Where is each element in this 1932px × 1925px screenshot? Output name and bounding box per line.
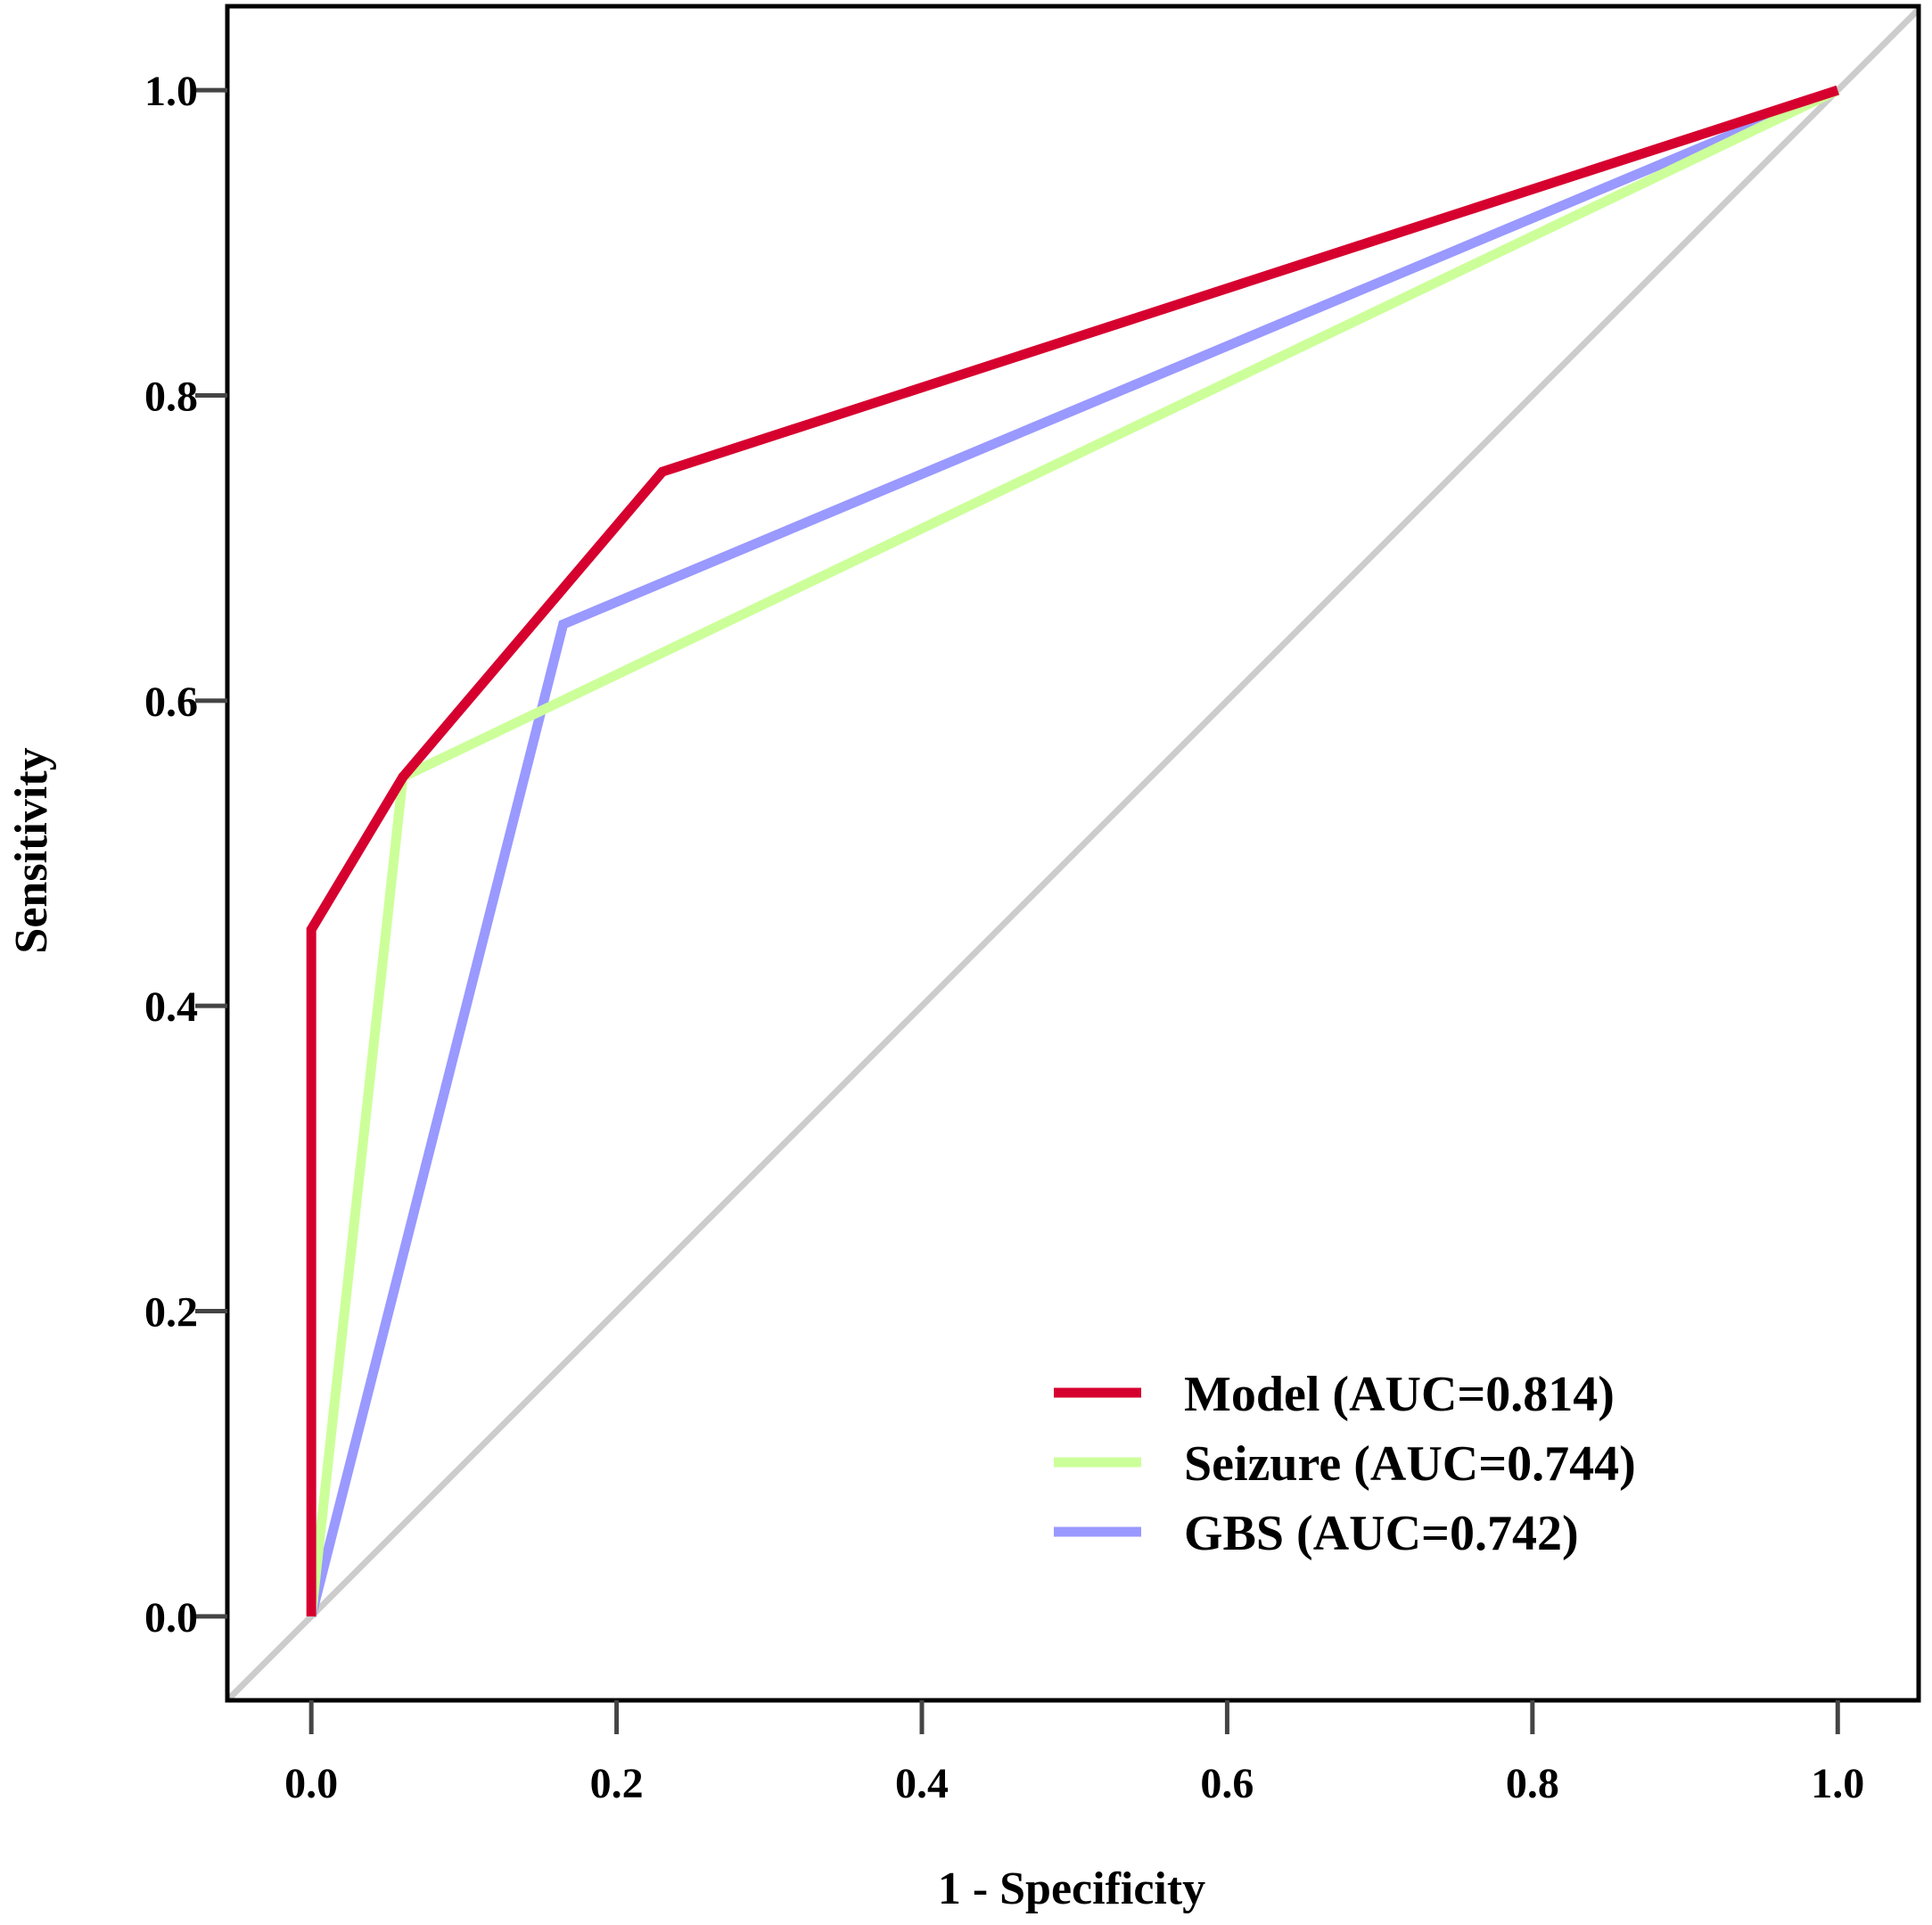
series-line-0 — [306, 85, 1839, 1617]
x-tick-label: 0.4 — [895, 1760, 949, 1807]
plot-frame — [225, 4, 1921, 1703]
x-axis: 0.0 0.2 0.4 0.6 0.8 1.0 — [284, 1700, 1864, 1807]
legend-label-1: Seizure (AUC=0.744) — [1184, 1436, 1636, 1492]
legend-label-0: Model (AUC=0.814) — [1184, 1367, 1615, 1422]
reference-diagonal — [227, 6, 1919, 1700]
series-line-2 — [306, 86, 1840, 1618]
y-axis: 0.0 0.2 0.4 0.6 0.8 1.0 — [144, 68, 227, 1641]
x-tick-label: 0.2 — [590, 1760, 644, 1807]
y-tick-label: 0.2 — [144, 1289, 198, 1337]
x-tick-label: 0.0 — [284, 1760, 338, 1807]
x-tick-label: 0.8 — [1506, 1760, 1559, 1807]
y-axis-label: Sensitivity — [6, 747, 57, 953]
y-tick-label: 0.8 — [144, 373, 198, 420]
x-tick-label: 0.6 — [1200, 1760, 1254, 1807]
series-lines — [306, 85, 1840, 1618]
legend: Model (AUC=0.814) Seizure (AUC=0.744) GBS … — [1054, 1367, 1636, 1561]
y-tick-label: 0.6 — [144, 679, 198, 726]
y-tick-label: 0.0 — [144, 1594, 198, 1641]
x-axis-label: 1 - Specificity — [938, 1863, 1205, 1914]
y-tick-label: 0.4 — [144, 983, 198, 1031]
reference-diagonal-group — [227, 6, 1919, 1700]
y-tick-label: 1.0 — [144, 68, 198, 115]
x-tick-label: 1.0 — [1811, 1760, 1864, 1807]
legend-label-2: GBS (AUC=0.742) — [1184, 1506, 1579, 1561]
